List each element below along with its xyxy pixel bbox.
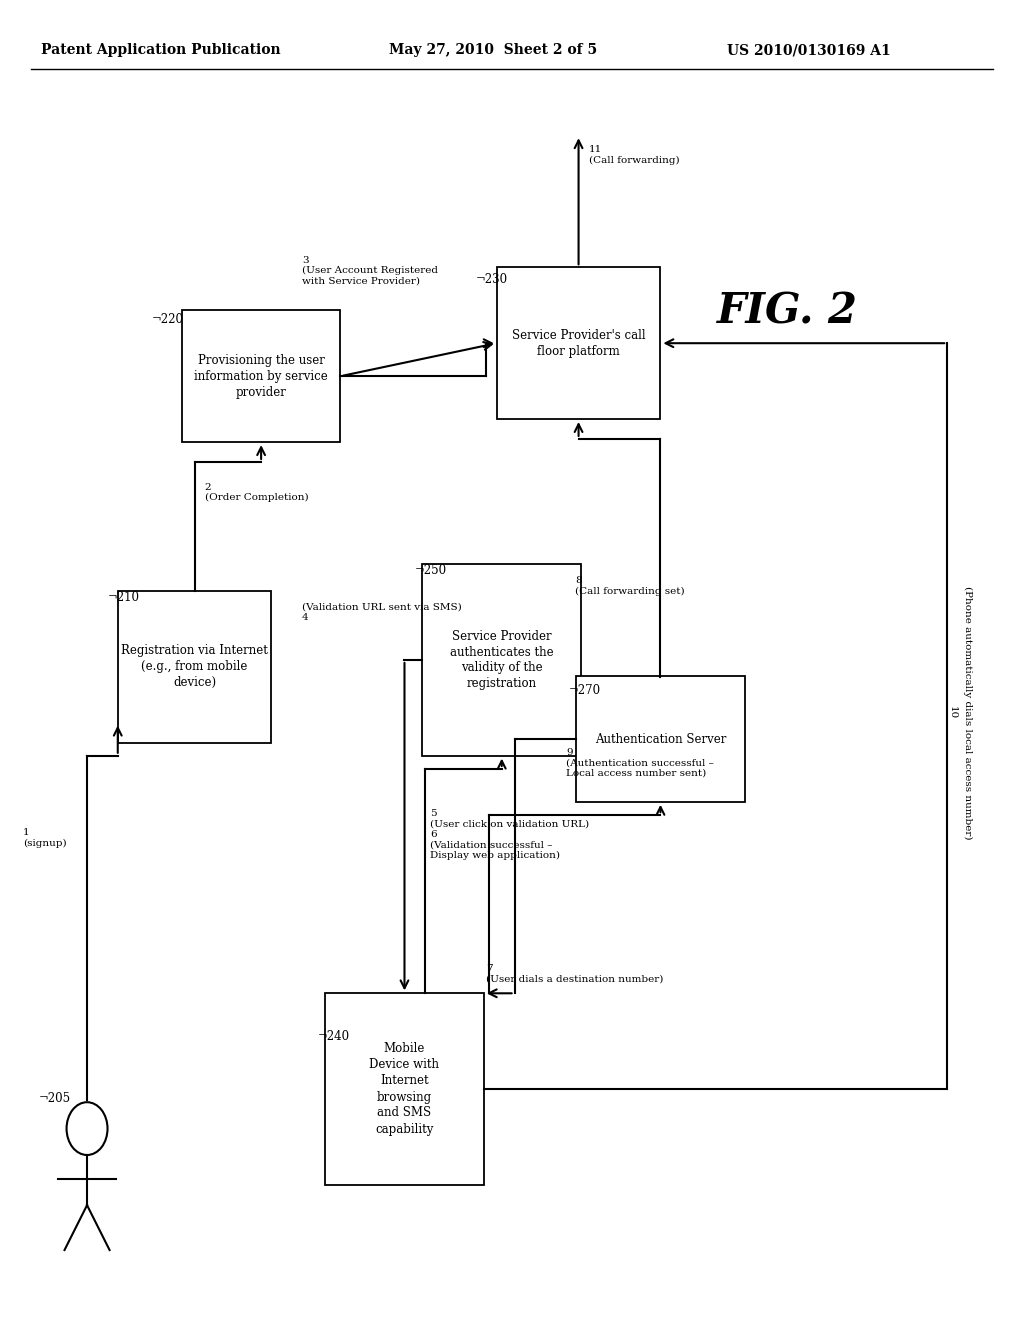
FancyBboxPatch shape [182,310,340,442]
Text: ¬210: ¬210 [108,591,139,605]
FancyBboxPatch shape [326,993,484,1185]
Text: ¬230: ¬230 [476,273,508,286]
Text: Patent Application Publication: Patent Application Publication [41,44,281,57]
FancyBboxPatch shape [497,267,660,420]
Text: 2
(Order Completion): 2 (Order Completion) [205,483,308,502]
Text: (Phone automatically dials local access number): (Phone automatically dials local access … [964,586,972,840]
Text: Authentication Server: Authentication Server [595,733,726,746]
FancyBboxPatch shape [422,565,582,755]
Text: 3
(User Account Registered
with Service Provider): 3 (User Account Registered with Service … [302,256,438,285]
FancyBboxPatch shape [575,676,745,801]
Text: Service Provider
authenticates the
validity of the
registration: Service Provider authenticates the valid… [450,630,554,690]
Text: (Validation URL sent via SMS)
4: (Validation URL sent via SMS) 4 [302,603,462,622]
Text: US 2010/0130169 A1: US 2010/0130169 A1 [727,44,891,57]
Text: Service Provider's call
floor platform: Service Provider's call floor platform [512,329,645,358]
Text: ¬240: ¬240 [317,1030,349,1043]
Text: FIG. 2: FIG. 2 [717,290,858,333]
Text: 5
(User click on validation URL)
6
(Validation successful –
Display web applicat: 5 (User click on validation URL) 6 (Vali… [430,809,589,859]
Text: 1
(signup): 1 (signup) [24,829,67,847]
Text: 9
(Authentication successful –
Local access number sent): 9 (Authentication successful – Local acc… [566,748,714,777]
Text: ¬270: ¬270 [568,684,600,697]
Text: Registration via Internet
(e.g., from mobile
device): Registration via Internet (e.g., from mo… [121,644,268,689]
Text: ¬220: ¬220 [152,313,183,326]
FancyBboxPatch shape [118,591,271,742]
Text: 7
(User dials a destination number): 7 (User dials a destination number) [486,965,664,983]
Text: May 27, 2010  Sheet 2 of 5: May 27, 2010 Sheet 2 of 5 [389,44,597,57]
Text: ¬205: ¬205 [39,1092,71,1105]
Text: 11
(Call forwarding): 11 (Call forwarding) [589,145,680,165]
Text: 8
(Call forwarding set): 8 (Call forwarding set) [575,577,685,595]
Text: Mobile
Device with
Internet
browsing
and SMS
capability: Mobile Device with Internet browsing and… [370,1043,439,1135]
Text: ¬250: ¬250 [415,564,446,577]
Text: Provisioning the user
information by service
provider: Provisioning the user information by ser… [195,354,328,399]
Text: 10: 10 [948,706,956,719]
